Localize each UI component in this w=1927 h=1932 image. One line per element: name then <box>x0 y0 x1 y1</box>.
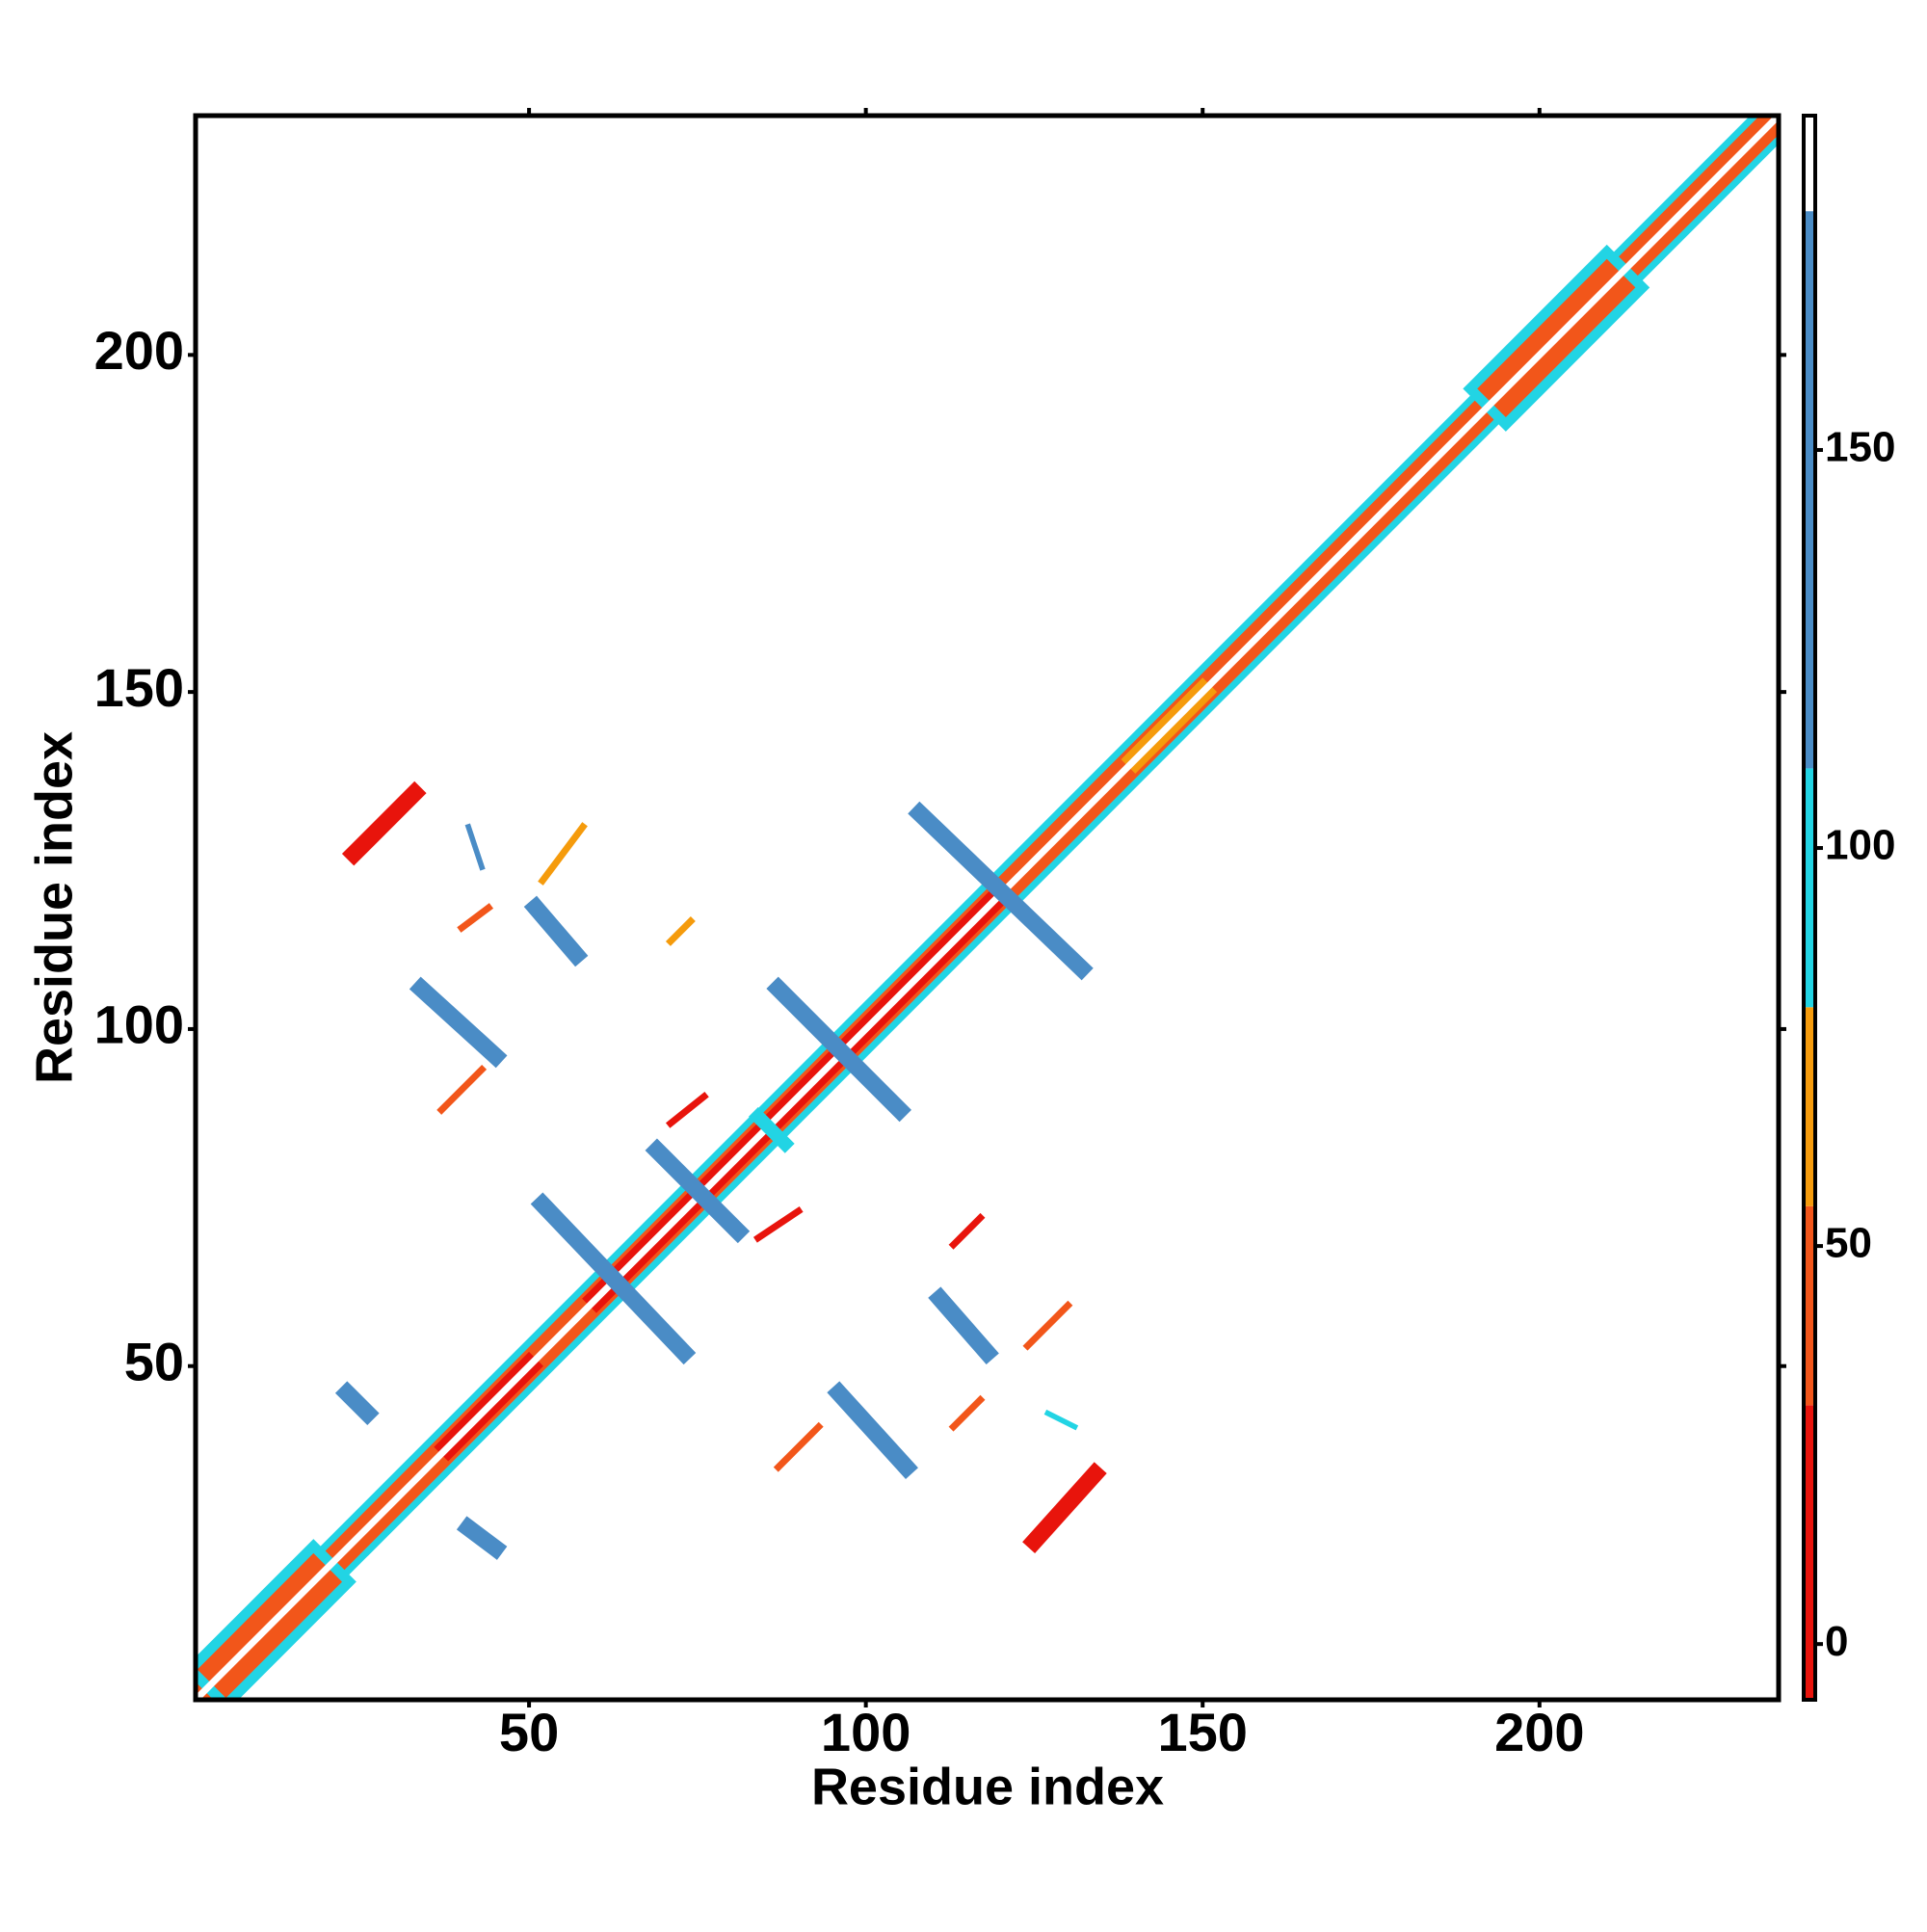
colorbar-band <box>1804 116 1815 212</box>
contact-band <box>948 1212 986 1250</box>
heatmap <box>196 116 1779 1700</box>
contact-band <box>1022 1300 1073 1351</box>
x-tick-label: 150 <box>1158 1702 1248 1762</box>
contact-band <box>908 801 1094 981</box>
x-tick-label: 100 <box>821 1702 911 1762</box>
contact-band <box>948 1394 986 1432</box>
colorbar-tick-label: 150 <box>1825 424 1895 471</box>
contact-band <box>530 1192 697 1365</box>
y-tick-label: 50 <box>124 1332 184 1392</box>
contact-band <box>409 976 508 1069</box>
colorbar-tick-label: 0 <box>1825 1618 1848 1665</box>
colorbar-band <box>1804 1405 1815 1700</box>
contact-band <box>645 1138 751 1244</box>
contact-band <box>196 116 1779 1700</box>
contact-band <box>436 1064 488 1115</box>
contact-band <box>773 1421 824 1472</box>
x-tick-label: 50 <box>499 1702 559 1762</box>
x-axis-label: Residue index <box>811 1758 1164 1815</box>
contact-band <box>456 1516 508 1560</box>
plot-frame <box>193 113 1782 1703</box>
colorbar-tick-label: 50 <box>1825 1220 1872 1267</box>
contact-band <box>523 895 589 967</box>
colorbar-tick-label: 100 <box>1825 822 1895 869</box>
contact-band <box>1043 1409 1079 1431</box>
contact-band <box>665 916 696 946</box>
contact-band <box>464 823 486 871</box>
colorbar-frame <box>1802 114 1817 1702</box>
y-tick-label: 100 <box>94 994 184 1055</box>
contact-band <box>827 1381 918 1479</box>
colorbar-band <box>1804 1205 1815 1406</box>
contact-band <box>538 822 588 886</box>
contact-band <box>766 976 911 1123</box>
contact-band <box>457 903 494 933</box>
contact-band <box>334 1381 380 1426</box>
contact-band <box>928 1286 999 1365</box>
contact-band <box>1022 1462 1107 1553</box>
contact-band <box>752 1205 804 1243</box>
x-tick-label: 200 <box>1494 1702 1584 1762</box>
colorbar-band <box>1804 211 1815 769</box>
y-axis-label: Residue index <box>25 731 83 1084</box>
colorbar-band <box>1804 768 1815 1008</box>
y-tick-label: 200 <box>94 320 184 381</box>
colorbar-band <box>1804 1007 1815 1206</box>
contact-band <box>665 1091 709 1128</box>
contact-band <box>341 781 427 866</box>
contact-band <box>748 1106 795 1153</box>
y-tick-label: 150 <box>94 657 184 718</box>
